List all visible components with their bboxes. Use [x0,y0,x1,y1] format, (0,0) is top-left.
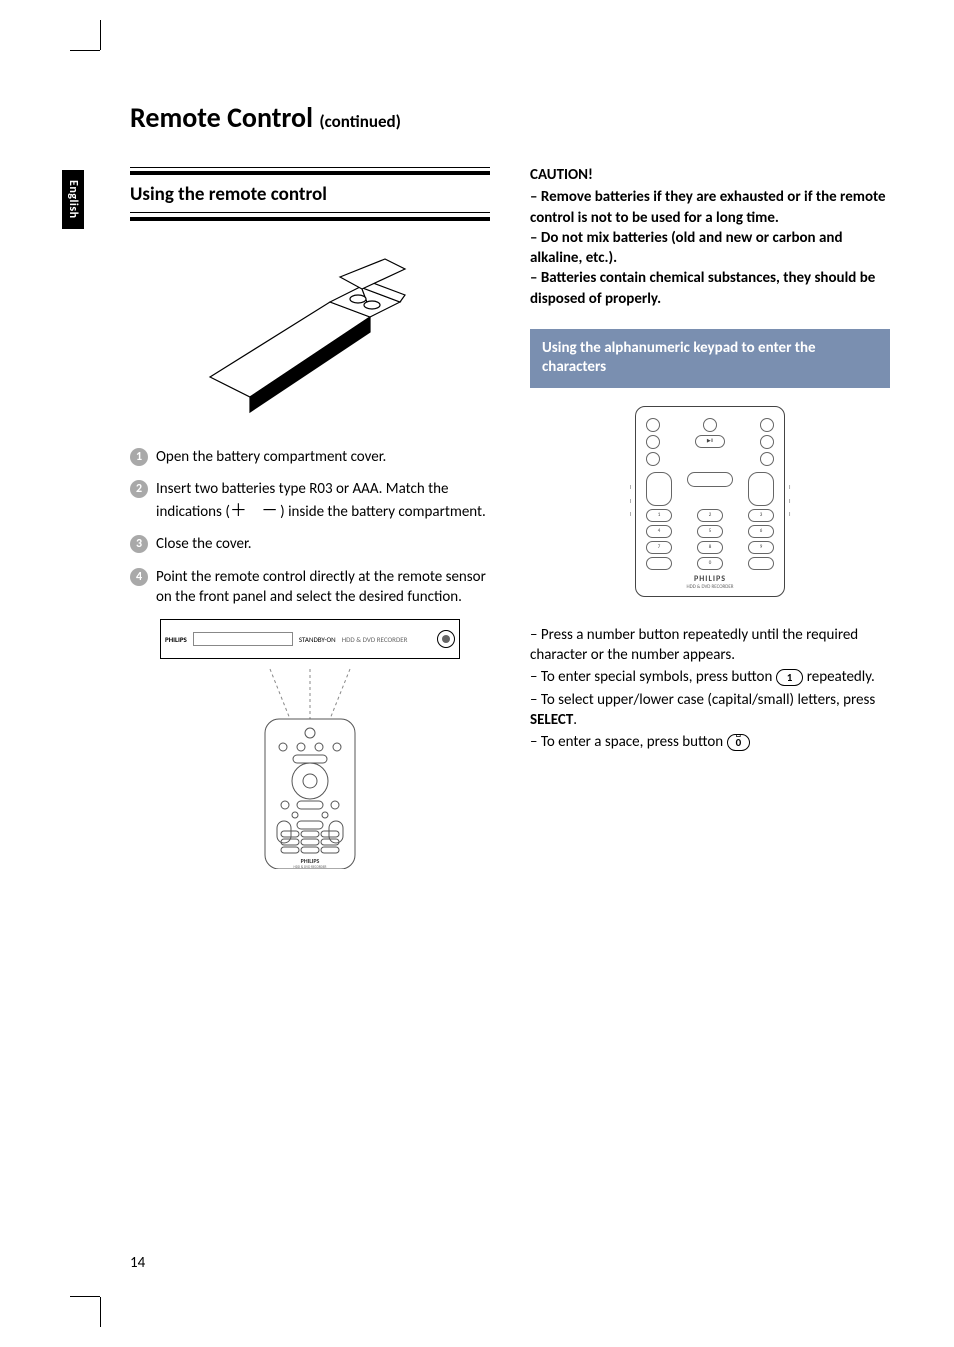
page-content: Remote Control (continued) Using the rem… [130,100,890,889]
standby-label: STANDBY-ON [299,635,336,644]
caution-line: – Remove batteries if they are exhausted… [530,187,890,228]
text: – To enter special symbols, press button [530,668,776,686]
instruction-line: – To enter special symbols, press button… [530,667,890,687]
keypad-illustration: III ▶II [530,406,890,597]
svg-text:HDD & DVD RECORDER: HDD & DVD RECORDER [294,865,327,869]
remote-illustration [130,237,490,437]
keypad-button [748,557,774,570]
caution-line: – Batteries contain chemical substances,… [530,268,890,309]
crop-mark [70,1296,100,1297]
text: – To enter a space, press button [530,733,727,751]
key-0-icon: 0 [727,734,751,751]
step-item: 3 Close the cover. [130,534,490,554]
keypad-button [760,452,774,466]
keypad-button [646,557,672,570]
step-number-icon: 4 [130,568,148,586]
svg-text:PHILIPS: PHILIPS [301,857,320,865]
left-column: Using the remote control [130,165,490,889]
step-item: 1 Open the battery compartment cover. [130,447,490,467]
keypad-button [760,435,774,449]
step-number-icon: 3 [130,535,148,553]
select-label: SELECT [530,711,573,729]
keypad-button: 4 [646,525,672,538]
keypad-button: 6 [748,525,774,538]
keypad-side-labels-right: III [789,481,791,521]
instruction-line: – To enter a space, press button 0 [530,732,890,752]
crop-mark [70,50,100,51]
keypad-button [646,435,660,449]
disc-tray-icon [193,632,293,646]
device-and-remote-illustration: PHILIPS STANDBY-ON HDD & DVD RECORDER [130,619,490,889]
keypad-sublabel: HDD & DVD RECORDER [646,584,774,590]
keypad-button: 7 [646,541,672,554]
keypad-button [646,418,660,432]
step-text: Point the remote control directly at the… [156,567,490,608]
instructions-text: – Press a number button repeatedly until… [530,625,890,753]
steps-list: 1 Open the battery compartment cover. 2 … [130,447,490,607]
keypad-button [748,472,774,506]
text: repeatedly. [807,668,875,686]
step-text: Open the battery compartment cover. [156,447,386,467]
keypad-button: 5 [697,525,723,538]
keypad-button [760,418,774,432]
right-column: CAUTION! – Remove batteries if they are … [530,165,890,889]
instruction-line: – Press a number button repeatedly until… [530,625,890,666]
page-number: 14 [130,1254,145,1272]
keypad-button: 3 [748,509,774,522]
key-1-icon: 1 [776,669,804,686]
remote-signal-illustration: PHILIPS HDD & DVD RECORDER [160,659,460,869]
keypad-button: 8 [697,541,723,554]
device-model-label: HDD & DVD RECORDER [342,635,408,644]
text: . [573,711,577,729]
caution-line: – Do not mix batteries (old and new or c… [530,228,890,269]
device-front-panel: PHILIPS STANDBY-ON HDD & DVD RECORDER [160,619,460,659]
keypad-button [703,418,717,432]
caution-block: CAUTION! – Remove batteries if they are … [530,165,890,309]
step-number-icon: 2 [130,480,148,498]
section-heading: Using the remote control [130,171,490,213]
keypad-button [646,472,672,506]
ir-sensor-icon [437,630,455,648]
keypad-button: 1 [646,509,672,522]
keypad-button: ▶II [695,435,725,448]
keypad-button: 0 [697,557,723,570]
title-main: Remote Control [130,100,313,135]
keypad-button: 2 [697,509,723,522]
device-brand: PHILIPS [165,635,187,644]
crop-mark [100,1297,101,1327]
keypad-button [646,452,660,466]
step-item: 4 Point the remote control directly at t… [130,567,490,608]
language-tab: English [62,170,84,229]
instruction-line: – To select upper/lower case (capital/sm… [530,690,890,731]
title-continued: (continued) [319,111,401,132]
caution-title: CAUTION! [530,165,890,185]
keypad-button [687,472,733,487]
keypad-button: 9 [748,541,774,554]
keypad-side-labels-left: III [629,481,631,521]
keypad-brand: PHILIPS [646,574,774,584]
step-item: 2 Insert two batteries type R03 or AAA. … [130,479,490,522]
step-number-icon: 1 [130,448,148,466]
step-text: Insert two batteries type R03 or AAA. Ma… [156,479,490,522]
subsection-heading-box: Using the alphanumeric keypad to enter t… [530,329,890,388]
text: – To select upper/lower case (capital/sm… [530,691,875,709]
section-heading-text: Using the remote control [130,183,490,206]
page-title: Remote Control (continued) [130,100,890,135]
crop-mark [100,20,101,50]
step-text: Close the cover. [156,534,252,554]
